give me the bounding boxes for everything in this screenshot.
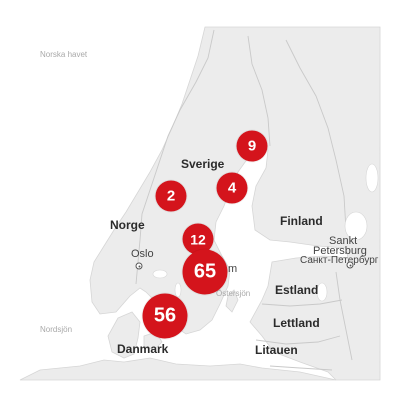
city-marker-oslo (135, 262, 143, 270)
country-label-sverige: Sverige (181, 157, 225, 171)
border-finland-russia (285, 39, 347, 231)
cluster-marker-56[interactable]: 56 (142, 293, 188, 339)
lake-vanern (152, 269, 168, 279)
lake-vattern (174, 282, 182, 298)
country-label-litauen: Litauen (255, 343, 298, 357)
cluster-marker-12[interactable]: 12 (182, 223, 214, 255)
country-label-danmark: Danmark (117, 342, 169, 356)
city-marker-sankt-petersburg (346, 261, 354, 269)
border-latvia-lithuania (255, 335, 341, 345)
sea-label-baltic: Östersjön (216, 289, 251, 298)
city-label-sankt: Sankt (329, 235, 358, 247)
country-label-norge: Norge (110, 218, 145, 232)
cluster-marker-65[interactable]: 65 (182, 249, 228, 295)
city-label-sankt-cyrillic: Санкт-Петербург (300, 255, 379, 266)
city-label-oslo: Oslo (131, 248, 154, 260)
land-denmark (107, 311, 141, 359)
lake-ladoga (344, 211, 368, 241)
border-estonia-latvia (261, 299, 343, 307)
country-label-estland: Estland (275, 283, 319, 297)
border-lithuania-south (269, 365, 333, 371)
sea-label-north-sea: Nordsjön (40, 325, 73, 334)
border-norway-sweden (135, 29, 215, 285)
country-label-finland: Finland (280, 214, 323, 228)
land-north (89, 26, 381, 381)
border-sweden-finland (247, 35, 271, 147)
lake-onega (365, 163, 379, 193)
cluster-marker-9[interactable]: 9 (236, 130, 268, 162)
country-borders (135, 29, 353, 371)
sea-label-norwegian-sea: Norska havet (40, 50, 88, 59)
border-baltics-russia (335, 271, 353, 361)
country-label-lettland: Lettland (273, 316, 320, 330)
lake-peipus (316, 282, 328, 302)
island-gotland (225, 289, 239, 313)
land-continent (19, 357, 337, 381)
cluster-marker-4[interactable]: 4 (216, 172, 248, 204)
cluster-marker-2[interactable]: 2 (155, 180, 187, 212)
city-label-petersburg: Petersburg (313, 245, 367, 257)
city-label-stockholm-partial: m (228, 263, 238, 275)
